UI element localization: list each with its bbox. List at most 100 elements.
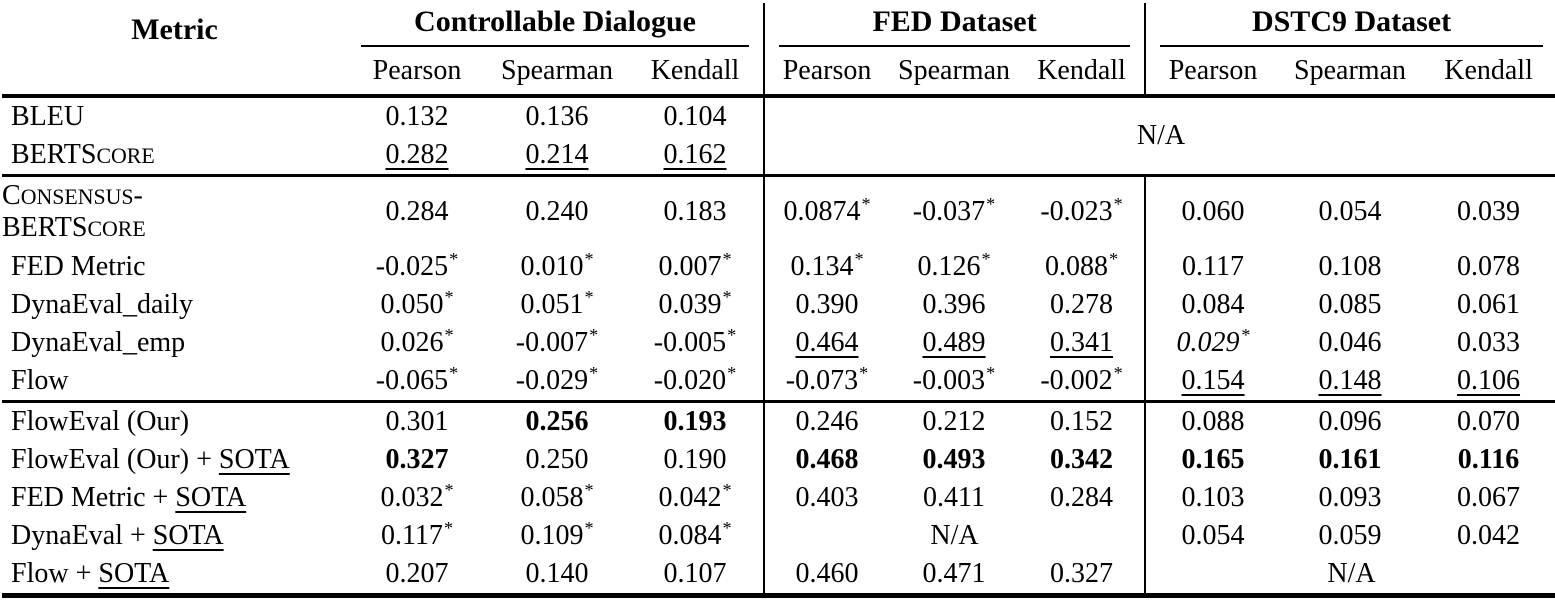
significance-star: * bbox=[722, 517, 732, 538]
group-header-fed-dataset: FED Dataset bbox=[763, 3, 1146, 47]
value-cell: 0.096 bbox=[1280, 399, 1421, 441]
significance-star: * bbox=[986, 194, 996, 215]
sota-reference: SOTA bbox=[175, 481, 247, 513]
table-row: CONSENSUS- BERTSCORE 0.284 0.240 0.183 0.0874… bbox=[2, 173, 1555, 248]
metric-value: 0.029 bbox=[1176, 326, 1240, 358]
metric-value: 0.050 bbox=[380, 288, 444, 320]
metric-value: 0.193 bbox=[663, 405, 727, 437]
value-cell: 0.050* bbox=[347, 286, 487, 324]
metric-value: 0.104 bbox=[663, 100, 727, 132]
metric-value: -0.037 bbox=[912, 196, 986, 228]
metric-value: 0.140 bbox=[525, 557, 589, 589]
table-row: Flow + SOTA 0.207 0.140 0.107 0.460 0.471 0.32… bbox=[2, 554, 1555, 596]
metric-value: 0.067 bbox=[1457, 481, 1521, 513]
label-text: CORE bbox=[87, 217, 146, 242]
metric-value: -0.065 bbox=[375, 364, 449, 396]
value-cell: 0.042 bbox=[1420, 517, 1555, 555]
label-text: FlowEval (Our) bbox=[11, 405, 190, 437]
metric-value: 0.096 bbox=[1318, 405, 1382, 437]
metric-value: 0.246 bbox=[795, 405, 859, 437]
table-row: DynaEval_daily 0.050* 0.051* 0.039* 0.390 0.3… bbox=[2, 285, 1555, 324]
metric-value: 0.046 bbox=[1318, 326, 1382, 358]
value-cell: 0.054 bbox=[1144, 516, 1281, 555]
value-cell: 0.046 bbox=[1280, 324, 1420, 362]
value-cell: 0.403 bbox=[763, 478, 890, 517]
value-cell: 0.284 bbox=[1019, 479, 1145, 517]
table-section-3: FlowEval (Our) 0.301 0.256 0.193 0.246 0.212 0… bbox=[2, 399, 1555, 596]
value-cell: -0.029* bbox=[487, 362, 627, 402]
value-cell: -0.003* bbox=[889, 362, 1019, 402]
sota-reference: SOTA bbox=[152, 519, 224, 551]
metric-value: -0.025 bbox=[375, 250, 449, 282]
value-cell: 0.059 bbox=[1280, 517, 1420, 555]
label-text: DynaEval_emp bbox=[11, 326, 186, 358]
metric-value: 0.042 bbox=[658, 481, 722, 513]
value-cell: 0.106 bbox=[1420, 362, 1555, 402]
value-cell: 0.054 bbox=[1280, 173, 1421, 248]
group-underline-rule bbox=[1160, 45, 1544, 47]
metric-value: -0.007 bbox=[515, 326, 589, 358]
col-header-dstc9-kendall: Kendall bbox=[1444, 54, 1533, 86]
value-cell: 0.190 bbox=[627, 441, 764, 479]
significance-star: * bbox=[444, 324, 454, 345]
metric-value: 0.148 bbox=[1318, 364, 1382, 396]
label-text: DynaEval + bbox=[11, 519, 153, 551]
value-cell: 0.240 bbox=[487, 173, 627, 248]
metric-value: 0.190 bbox=[663, 443, 727, 475]
metric-value: -0.005 bbox=[653, 326, 727, 358]
value-cell: 0.207 bbox=[347, 555, 487, 596]
label-text: C bbox=[2, 180, 21, 211]
value-cell: 0.148 bbox=[1280, 362, 1420, 402]
value-cell: 0.039 bbox=[1420, 173, 1555, 248]
group-label: DSTC9 Dataset bbox=[1251, 5, 1452, 38]
value-cell: 0.084 bbox=[1144, 285, 1281, 324]
label-text: FlowEval (Our) + bbox=[11, 443, 219, 475]
significance-star: * bbox=[444, 479, 454, 500]
value-cell: 0.165 bbox=[1144, 440, 1281, 479]
metric-value: 0.471 bbox=[922, 557, 986, 589]
row-label: BERTSCORE bbox=[2, 136, 347, 176]
value-cell: 0.088* bbox=[1019, 248, 1145, 286]
table-row: FED Metric + SOTA 0.032* 0.058* 0.042* 0.403… bbox=[2, 478, 1555, 517]
metric-value: N/A bbox=[930, 519, 979, 551]
table-section-1: BLEU 0.132 0.136 0.104 N/A BERTSCORE 0.282 0.21… bbox=[2, 94, 1555, 176]
value-cell: 0.411 bbox=[889, 479, 1019, 517]
significance-star: * bbox=[861, 194, 871, 215]
value-cell: 0.246 bbox=[763, 399, 890, 441]
table-row: BLEU 0.132 0.136 0.104 N/A bbox=[2, 94, 1555, 176]
metric-value: 0.054 bbox=[1181, 519, 1245, 551]
significance-star: * bbox=[722, 479, 732, 500]
value-cell: 0.183 bbox=[627, 173, 765, 248]
group-header-row: Metric Controllable Dialogue FED Dataset… bbox=[2, 3, 1555, 47]
value-cell: -0.037* bbox=[889, 173, 1020, 248]
metric-value: 0.059 bbox=[1318, 519, 1382, 551]
value-cell: 0.132 bbox=[347, 94, 487, 136]
metric-value: 0.109 bbox=[520, 519, 584, 551]
metric-value: 0.085 bbox=[1318, 288, 1382, 320]
table-row: FlowEval (Our) + SOTA 0.327 0.250 0.190 0.46… bbox=[2, 440, 1555, 479]
table-row: BERTSCORE 0.282 0.214 0.162 bbox=[2, 136, 1555, 176]
metric-value: 0.051 bbox=[520, 288, 584, 320]
row-label: DynaEval_emp bbox=[2, 324, 347, 362]
sub-header-row: Pearson Spearman Kendall Pearson Spearma… bbox=[2, 47, 1555, 96]
value-cell: 0.489 bbox=[889, 324, 1019, 362]
value-cell: 0.468 bbox=[763, 440, 890, 479]
value-cell: 0.058* bbox=[487, 479, 627, 517]
col-header-cd-kendall: Kendall bbox=[650, 54, 740, 86]
significance-star: * bbox=[859, 362, 869, 383]
metric-value: 0.165 bbox=[1181, 443, 1245, 475]
metric-value: 0.132 bbox=[385, 100, 449, 132]
significance-star: * bbox=[449, 248, 459, 269]
table-section-2: CONSENSUS- BERTSCORE 0.284 0.240 0.183 0.0874… bbox=[2, 173, 1555, 402]
group-header-controllable-dialogue: Controllable Dialogue bbox=[347, 3, 764, 47]
metric-value: 0.396 bbox=[922, 288, 986, 320]
value-cell: 0.010* bbox=[487, 248, 627, 286]
value-cell: 0.327 bbox=[347, 441, 487, 479]
value-cell: -0.023* bbox=[1019, 173, 1146, 248]
significance-star: * bbox=[722, 248, 732, 269]
value-cell: 0.029* bbox=[1144, 323, 1281, 362]
row-label: FlowEval (Our) bbox=[2, 399, 347, 441]
value-cell: 0.117* bbox=[347, 517, 487, 555]
value-cell: 0.067 bbox=[1420, 479, 1555, 517]
metric-value: 0.212 bbox=[922, 405, 986, 437]
